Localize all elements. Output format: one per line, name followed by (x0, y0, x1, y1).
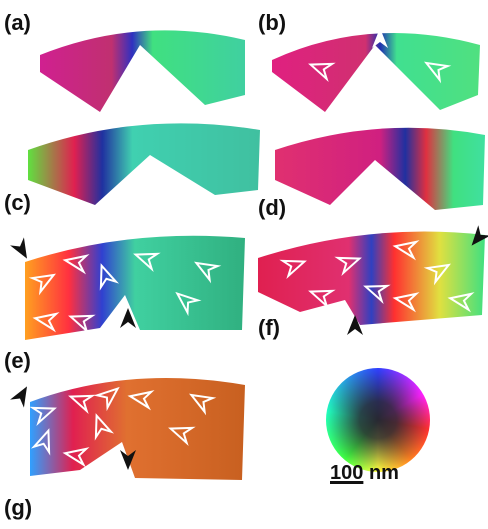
panel-label: (b) (258, 10, 286, 35)
scale-unit: nm (369, 462, 399, 484)
panel-d-image (275, 128, 485, 210)
panel-label: (d) (258, 195, 286, 220)
panel-label: (a) (4, 10, 31, 35)
panel-g-image (30, 378, 245, 480)
scale-length: 100 (330, 462, 363, 484)
panel-label: (c) (4, 190, 31, 215)
panel-label: (f) (258, 315, 280, 340)
color-wheel (326, 368, 430, 472)
panel-a-image (40, 30, 245, 112)
marker-arrow (10, 237, 34, 262)
scale-bar: 100 nm (330, 462, 399, 485)
panel-f-image (258, 232, 485, 325)
panel-label: (e) (4, 348, 31, 373)
panel-label: (g) (4, 495, 32, 520)
panel-c-image (28, 123, 260, 205)
panel-e-image (25, 236, 245, 340)
page: {"panel_labels": ["(a)", "(b)", "(c)", "… (0, 0, 488, 529)
